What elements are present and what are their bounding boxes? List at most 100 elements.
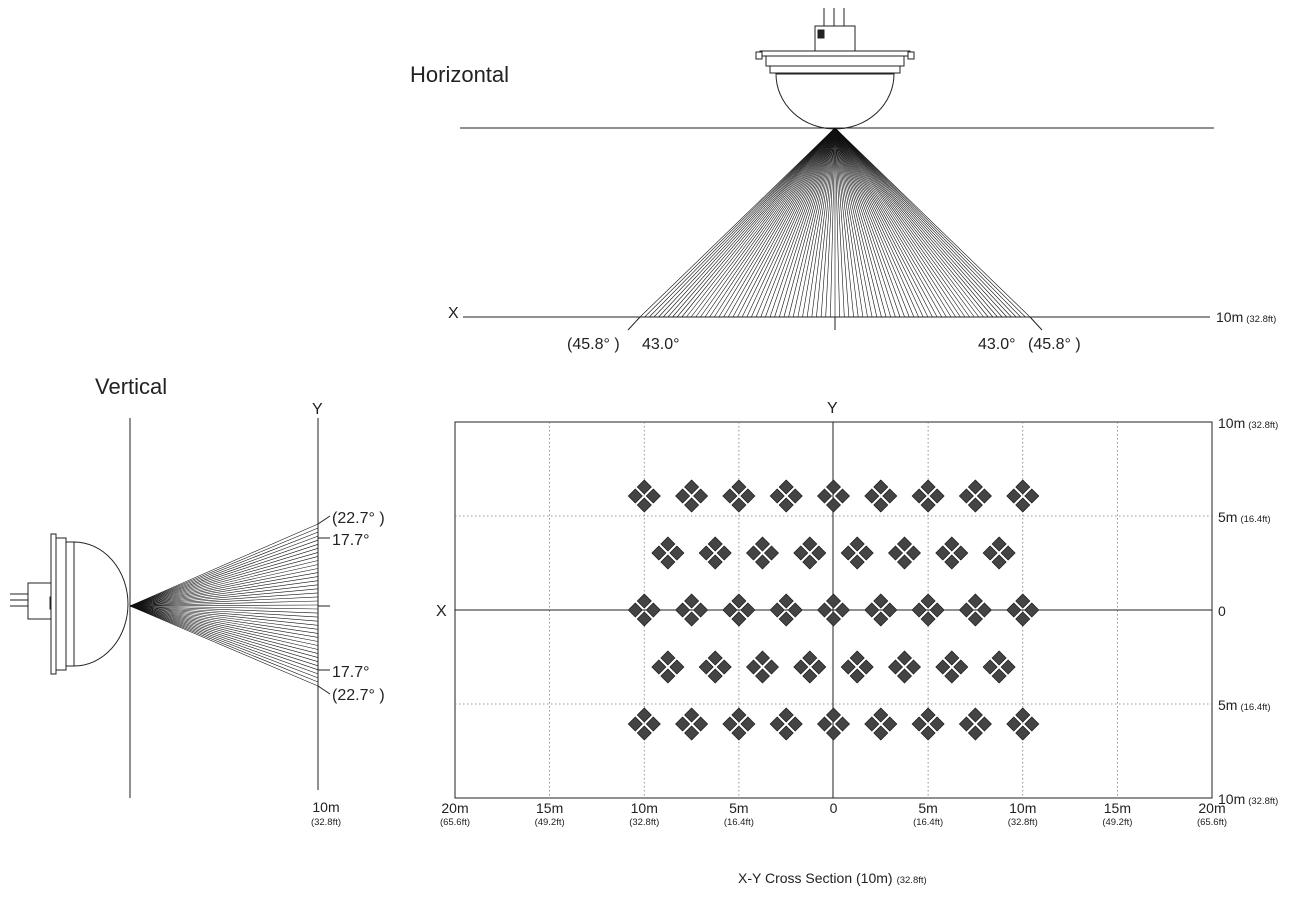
horizontal-ray bbox=[834, 127, 984, 318]
horizontal-ray bbox=[779, 127, 836, 318]
horizontal-ray bbox=[834, 127, 1021, 318]
horizontal-ray bbox=[834, 127, 952, 318]
vertical-ray bbox=[129, 584, 319, 607]
x-tick-label: 15m bbox=[1104, 800, 1131, 816]
vertical-ray bbox=[129, 576, 319, 607]
horizontal-ray bbox=[755, 127, 836, 318]
cross-section-title: X-Y Cross Section (10m) (32.8ft) bbox=[738, 870, 927, 886]
detection-zone bbox=[627, 707, 661, 741]
detection-zone bbox=[651, 536, 685, 570]
horizontal-ray bbox=[834, 127, 1031, 318]
horizontal-outer-angle-right: (45.8° ) bbox=[1028, 336, 1081, 353]
horizontal-ray bbox=[811, 127, 836, 318]
detection-zone bbox=[935, 536, 969, 570]
vertical-ray bbox=[129, 596, 319, 607]
detection-zone bbox=[864, 479, 898, 513]
horizontal-ray bbox=[704, 127, 836, 318]
vertical-ray bbox=[129, 605, 319, 687]
horizontal-ray bbox=[834, 127, 845, 318]
detection-zone bbox=[911, 593, 945, 627]
horizontal-ray bbox=[649, 127, 836, 318]
x-tick-label-ft: (65.6ft) bbox=[1197, 817, 1227, 828]
vertical-ray bbox=[129, 564, 319, 607]
horizontal-ray bbox=[834, 127, 966, 318]
vertical-ray bbox=[129, 605, 319, 630]
horizontal-ray bbox=[834, 127, 924, 318]
horizontal-ray bbox=[834, 127, 873, 318]
horizontal-ray bbox=[676, 127, 836, 318]
horizontal-ray bbox=[834, 127, 910, 318]
horizontal-ray bbox=[830, 127, 836, 318]
detection-zone bbox=[840, 536, 874, 570]
horizontal-ray bbox=[746, 127, 836, 318]
y-tick: 5m (16.4ft) bbox=[1218, 509, 1271, 525]
x-tick: 0 bbox=[830, 800, 838, 816]
detection-zone bbox=[888, 536, 921, 570]
vertical-ray bbox=[129, 605, 319, 667]
detection-zone bbox=[722, 707, 756, 741]
horizontal-ray bbox=[834, 127, 891, 318]
detection-zone bbox=[722, 479, 756, 513]
x-tick: 15m(49.2ft) bbox=[1102, 800, 1132, 828]
detection-zone bbox=[627, 479, 661, 513]
x-tick-label-ft: (49.2ft) bbox=[535, 817, 565, 828]
y-tick: 10m (32.8ft) bbox=[1218, 415, 1278, 431]
horizontal-ray bbox=[709, 127, 836, 318]
detection-zone bbox=[698, 650, 732, 684]
detection-zone bbox=[698, 536, 732, 570]
detection-zone bbox=[675, 479, 709, 513]
horizontal-ray bbox=[834, 127, 896, 318]
detection-zone bbox=[911, 707, 945, 741]
vertical-ray bbox=[129, 568, 319, 607]
x-tick: 10m(32.8ft) bbox=[629, 800, 659, 828]
vertical-ray bbox=[129, 605, 319, 658]
horizontal-ray bbox=[834, 127, 961, 318]
detection-zone bbox=[769, 593, 803, 627]
vertical-distance-label-ft: (32.8ft) bbox=[311, 817, 341, 828]
detection-zone bbox=[1006, 593, 1040, 627]
x-tick-label-ft: (65.6ft) bbox=[440, 817, 470, 828]
horizontal-ray bbox=[727, 127, 836, 318]
horizontal-ray bbox=[639, 127, 836, 318]
y-tick-label: 5m (16.4ft) bbox=[1218, 697, 1271, 713]
detection-zone bbox=[958, 479, 992, 513]
x-tick-label: 20m bbox=[1198, 800, 1225, 816]
detection-zone bbox=[793, 536, 827, 570]
detection-zone bbox=[864, 707, 898, 741]
horizontal-ray bbox=[834, 127, 998, 318]
vertical-detection-fan bbox=[129, 523, 319, 687]
horizontal-inner-angle-right: 43.0° bbox=[978, 336, 1016, 353]
horizontal-ray bbox=[834, 127, 901, 318]
horizontal-ray bbox=[718, 127, 836, 318]
x-tick-label-ft: (16.4ft) bbox=[724, 817, 754, 828]
x-tick-label: 5m bbox=[918, 800, 937, 816]
detection-zone bbox=[1006, 707, 1040, 741]
horizontal-ray bbox=[732, 127, 836, 318]
horizontal-ray bbox=[820, 127, 836, 318]
vertical-view: Vertical Y (22.7° ) 17.7° 17.7° (22.7° )… bbox=[10, 374, 385, 828]
vertical-ray bbox=[129, 600, 319, 607]
detection-zone bbox=[911, 479, 945, 513]
detection-zone bbox=[935, 650, 969, 684]
horizontal-ray bbox=[695, 127, 836, 318]
horizontal-ray bbox=[834, 127, 854, 318]
sensor-side-view-icon bbox=[755, 8, 915, 130]
detection-zone bbox=[888, 650, 921, 684]
horizontal-ray bbox=[834, 127, 919, 318]
x-tick: 5m(16.4ft) bbox=[724, 800, 754, 828]
detection-zone bbox=[817, 707, 850, 741]
cross-section-y-label: Y bbox=[827, 400, 838, 417]
horizontal-ray bbox=[834, 127, 947, 318]
detection-zone bbox=[675, 593, 709, 627]
horizontal-title: Horizontal bbox=[410, 62, 509, 87]
horizontal-ray bbox=[737, 127, 836, 318]
horizontal-ray bbox=[834, 127, 840, 318]
vertical-distance-label: 10m bbox=[312, 799, 339, 815]
vertical-ray bbox=[129, 605, 319, 683]
horizontal-ray bbox=[834, 127, 859, 318]
horizontal-ray bbox=[681, 127, 836, 318]
horizontal-ray bbox=[834, 127, 1026, 318]
horizontal-ray bbox=[834, 127, 1017, 318]
horizontal-ray bbox=[644, 127, 836, 318]
detection-zone bbox=[817, 479, 850, 513]
